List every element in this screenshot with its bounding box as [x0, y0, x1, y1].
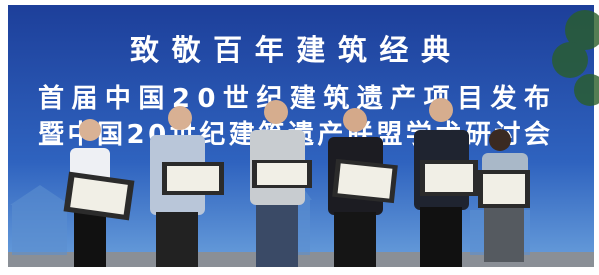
photo: 致敬百年建筑经典 首届中国20世纪建筑遗产项目发布 暨中国20世纪建筑遗产联盟学…	[0, 0, 599, 275]
banner-line: 首届中国20世纪建筑遗产项目发布	[38, 83, 550, 114]
